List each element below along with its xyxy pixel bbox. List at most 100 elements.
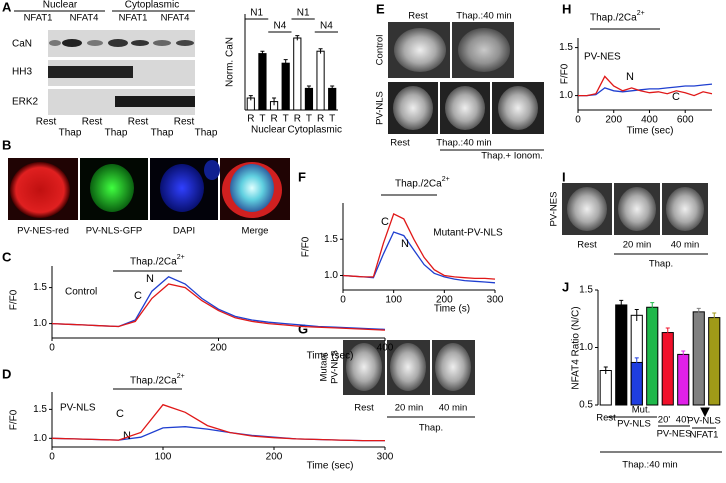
annotation: Thap./2Ca [395, 179, 442, 190]
y-tick-label: 1.5 [324, 234, 338, 245]
error-bar [318, 48, 323, 54]
images-g [343, 340, 475, 395]
fraction: Cytoplasmic [125, 0, 179, 11]
series-label: N [123, 430, 131, 442]
error-bar [650, 302, 655, 312]
bar [304, 87, 314, 111]
error-bar [603, 366, 608, 374]
fraction: Nuclear [43, 0, 78, 11]
y-tick-label: 1.0 [33, 318, 47, 329]
image-label: 20 min [623, 240, 652, 251]
line [342, 231, 496, 284]
label: Rest [596, 413, 616, 424]
x-tick-label: 100 [385, 295, 402, 306]
row-label: PV-NES [549, 192, 560, 227]
y-label: Norm. CaN [225, 37, 236, 87]
bar [661, 332, 674, 406]
label: Rest [390, 138, 410, 149]
series-label: C [381, 216, 389, 228]
panel-letter: A [2, 0, 12, 14]
series-label: C [116, 408, 124, 420]
images-i [562, 183, 708, 235]
treatment: Thap. [419, 423, 443, 434]
y-tick-label: 1.0 [559, 90, 573, 101]
bar [646, 306, 659, 406]
treatment: Thap. [649, 259, 673, 270]
label: NFAT1 [690, 430, 719, 441]
image-label: 20 min [395, 403, 424, 414]
label: Thap.:40 min [456, 11, 511, 22]
bar [692, 311, 705, 406]
x-tick-label: T [329, 114, 335, 125]
panel-text: PV-NLS [60, 403, 96, 414]
label: PV-NLS [687, 416, 721, 427]
fraction: Cytoplasmic [288, 125, 342, 136]
line [578, 75, 713, 97]
label: PV-NES [657, 429, 692, 440]
annotation: Thap./2Ca [130, 376, 177, 387]
bar [599, 370, 612, 406]
error-bar [665, 327, 670, 338]
error-bar [260, 50, 265, 56]
image-label: 40 min [671, 240, 700, 251]
lane: NFAT1 [119, 13, 148, 24]
panel-letter: C [2, 249, 12, 264]
row-label: HH3 [12, 67, 32, 78]
row-label: Mutant [319, 352, 330, 381]
annotation-sup: 2+ [177, 373, 185, 380]
y-tick-label: 0.5 [579, 400, 593, 411]
y-tick-label: 1.0 [579, 342, 593, 353]
label: Control [375, 35, 386, 66]
annotation-sup: 2+ [637, 10, 645, 17]
x-tick-label: 200 [210, 343, 227, 354]
group-label: N1 [250, 8, 263, 19]
x-tick-label: R [317, 114, 324, 125]
annotation: Thap./2Ca [590, 13, 637, 24]
annotation-sup: 2+ [442, 176, 450, 183]
row-label: PV-NLS [330, 350, 341, 384]
bar [615, 304, 628, 406]
x-tick-label: 300 [487, 295, 504, 306]
label: PV-NLS [617, 419, 651, 430]
x-tick-label: R [247, 114, 254, 125]
annotation: Thap./2Ca [130, 257, 177, 268]
y-tick-label: 1.5 [33, 282, 47, 293]
y-tick-label: 1.5 [33, 404, 47, 415]
image-label: PV-NLS-GFP [86, 226, 143, 237]
panel-text: PV-NES [584, 52, 621, 63]
error-bar [696, 307, 701, 316]
y-label: NFAT4 Ratio (N/C) [571, 306, 582, 389]
image-label: Rest [577, 240, 597, 251]
series-label: N [626, 71, 634, 83]
x-tick-label: 0 [575, 115, 581, 126]
y-label: F/F0 [560, 63, 571, 84]
error-bar [283, 59, 288, 67]
group-label: N1 [297, 8, 310, 19]
x-tick-label: R [270, 114, 277, 125]
error-bar [330, 85, 335, 91]
error-bar [295, 35, 300, 41]
row-label: CaN [12, 39, 32, 50]
y-label: F/F0 [9, 289, 20, 310]
bar [281, 62, 290, 111]
x-label: Time (sec) [307, 461, 354, 472]
panel-text: Control [65, 287, 97, 298]
image-label: 40 min [439, 403, 468, 414]
panel-letter: H [562, 1, 571, 16]
x-tick-label: 400 [377, 343, 394, 354]
x-tick-label: 0 [340, 295, 346, 306]
y-tick-label: 1.5 [579, 285, 593, 296]
x-tick-label: 200 [605, 115, 622, 126]
label: PV-NLS [375, 91, 386, 125]
error-bar [248, 95, 253, 101]
y-label: F/F0 [301, 236, 312, 257]
bar [316, 50, 325, 111]
y-tick-label: 1.5 [559, 42, 573, 53]
panel-letter: F [298, 169, 306, 184]
label: Mut. [632, 405, 650, 416]
label: Thap.:40 min [622, 460, 677, 471]
line [342, 212, 496, 280]
y-tick-label: 1.0 [324, 270, 338, 281]
row-label: ERK2 [12, 97, 39, 108]
